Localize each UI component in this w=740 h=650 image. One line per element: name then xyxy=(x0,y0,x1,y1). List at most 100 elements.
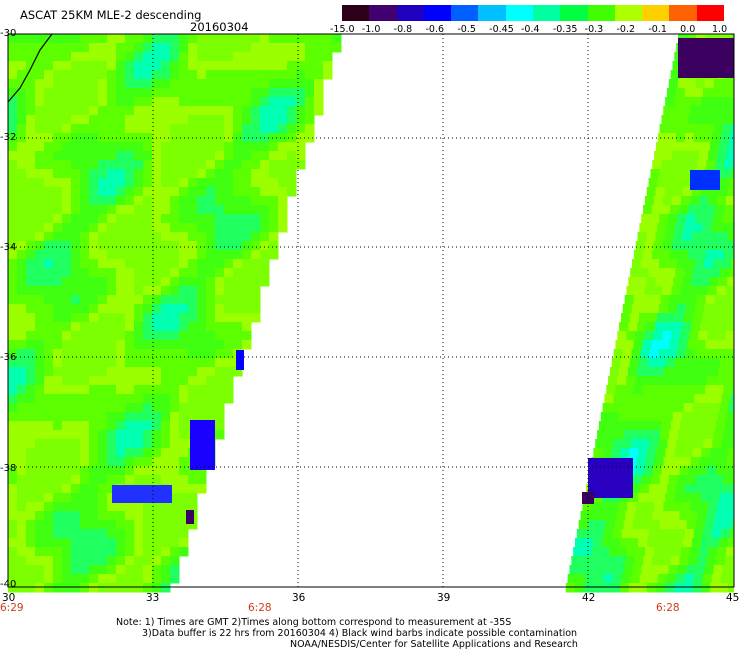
swath-cell xyxy=(107,349,117,359)
swath-cell xyxy=(296,43,306,53)
swath-cell xyxy=(116,151,126,161)
swath-cell xyxy=(632,565,642,575)
swath-cell xyxy=(696,430,706,440)
swath-cell xyxy=(35,556,45,566)
swath-cell xyxy=(625,511,636,521)
swath-cell xyxy=(80,430,90,440)
swath-cell xyxy=(242,322,252,332)
swath-cell xyxy=(692,538,702,548)
swath-cell xyxy=(62,448,72,458)
swath-cell xyxy=(686,79,697,89)
swath-cell xyxy=(152,169,162,179)
swath-cell xyxy=(98,475,108,485)
swath-cell xyxy=(170,457,180,467)
swath-cell xyxy=(107,358,117,368)
swath-cell xyxy=(640,394,650,404)
swath-cell xyxy=(720,529,731,539)
swath-cell xyxy=(251,34,261,44)
swath-cell xyxy=(134,421,144,431)
swath-cell xyxy=(62,565,72,575)
swath-cell xyxy=(143,133,153,143)
swath-cell xyxy=(697,466,708,476)
swath-cell xyxy=(98,340,108,350)
swath-cell xyxy=(640,439,650,449)
swath-cell xyxy=(26,322,36,332)
swath-cell xyxy=(134,574,144,584)
swath-cell xyxy=(723,340,733,350)
swath-cell xyxy=(675,223,685,233)
swath-cell xyxy=(664,142,675,152)
swath-cell xyxy=(35,205,45,215)
swath-cell xyxy=(647,538,657,548)
swath-cell xyxy=(80,241,90,251)
swath-cell xyxy=(125,574,135,584)
swath-cell xyxy=(629,358,640,368)
swath-cell xyxy=(710,538,720,548)
swath-cell xyxy=(692,448,702,458)
swath-cell xyxy=(116,583,126,593)
swath-cell xyxy=(706,421,717,431)
swath-cell xyxy=(17,322,27,332)
swath-cell xyxy=(605,520,616,530)
swath-cell xyxy=(696,340,706,350)
swath-cell xyxy=(71,286,81,296)
swath-cell xyxy=(17,133,27,143)
swath-cell xyxy=(724,556,734,566)
swath-cell xyxy=(278,151,288,161)
swath-cell xyxy=(179,547,189,557)
swath-cell xyxy=(727,322,734,332)
swath-cell xyxy=(269,43,279,53)
swath-cell xyxy=(89,484,99,494)
swath-cell xyxy=(639,223,649,233)
swath-cell xyxy=(287,124,297,134)
swath-cell xyxy=(697,160,707,170)
swath-cell xyxy=(152,97,162,107)
swath-cell xyxy=(125,439,135,449)
swath-cell xyxy=(188,196,198,206)
swath-cell xyxy=(620,313,631,323)
swath-cell xyxy=(715,556,725,566)
swath-cell xyxy=(71,574,81,584)
swath-cell xyxy=(44,457,54,467)
swath-cell xyxy=(648,574,659,584)
swath-cell xyxy=(35,565,45,575)
swath-cell xyxy=(143,142,153,152)
swath-cell xyxy=(134,475,144,485)
swath-cell xyxy=(71,439,81,449)
swath-cell xyxy=(53,160,63,170)
swath-cell xyxy=(179,538,189,548)
swath-cell xyxy=(233,187,243,197)
swath-cell xyxy=(35,133,45,143)
swath-cell xyxy=(125,232,135,242)
swath-cell xyxy=(672,367,683,377)
swath-cell xyxy=(134,520,144,530)
swath-cell xyxy=(125,106,135,116)
swath-cell xyxy=(188,286,198,296)
swath-cell xyxy=(89,88,99,98)
swath-cell xyxy=(197,286,207,296)
swath-cell xyxy=(684,178,695,188)
swath-cell xyxy=(726,502,734,512)
swath-cell xyxy=(206,34,216,44)
swath-cell xyxy=(242,106,252,116)
swath-cell xyxy=(620,538,630,548)
swath-cell xyxy=(677,79,688,89)
swath-cell xyxy=(26,79,36,89)
swath-cell xyxy=(233,133,243,143)
swath-cell xyxy=(634,556,644,566)
swath-cell xyxy=(134,403,144,413)
swath-cell xyxy=(134,232,144,242)
swath-cell xyxy=(666,178,677,188)
swath-cell xyxy=(125,475,135,485)
swath-cell xyxy=(80,538,90,548)
swath-cell xyxy=(143,43,153,53)
swath-cell xyxy=(35,538,45,548)
swath-cell xyxy=(179,214,189,224)
swath-cell xyxy=(673,187,684,197)
swath-cell xyxy=(44,268,54,278)
swath-cell xyxy=(53,115,63,125)
swath-cell xyxy=(44,277,54,287)
swath-cell xyxy=(233,277,243,287)
swath-cell xyxy=(675,529,686,539)
swath-cell xyxy=(699,547,709,557)
